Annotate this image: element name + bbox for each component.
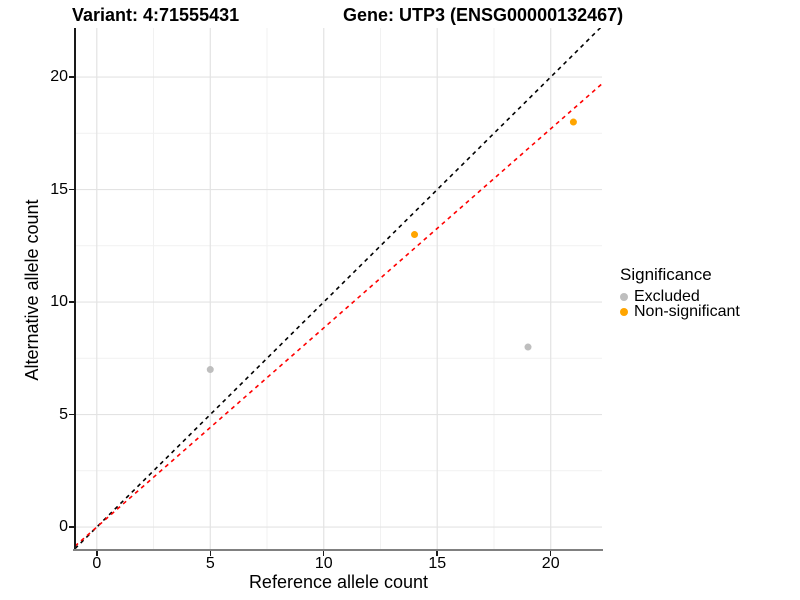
- x-tick-mark: [549, 551, 552, 556]
- data-point-non-significant: [569, 118, 577, 126]
- y-tick-label: 15: [50, 180, 68, 198]
- legend: Significance Excluded Non-significant: [620, 265, 740, 320]
- x-tick-mark: [209, 551, 212, 556]
- x-tick-mark: [96, 551, 98, 556]
- y-tick-label: 10: [50, 293, 68, 311]
- variant-title: Variant: 4:71555431: [72, 5, 240, 25]
- x-tick-label: 0: [92, 555, 102, 572]
- y-tick-mark: [69, 76, 74, 78]
- y-tick-label: 5: [59, 405, 68, 423]
- y-tick-mark: [69, 188, 74, 191]
- x-tick-label: 20: [541, 555, 560, 572]
- fit-line: [75, 83, 602, 547]
- x-tick-label: 10: [314, 555, 333, 572]
- legend-dot-icon: [620, 307, 628, 316]
- x-tick-label: 15: [428, 555, 447, 572]
- legend-item-label: Non-significant: [634, 303, 740, 320]
- gene-title: Gene: UTP3 (ENSG00000132467): [343, 5, 624, 25]
- data-point-non-significant: [411, 231, 419, 239]
- y-axis-line: [74, 28, 76, 551]
- x-axis-title: Reference allele count: [248, 572, 429, 592]
- y-axis-title: Alternative allele count: [22, 199, 42, 381]
- data-point-excluded: [524, 343, 532, 351]
- y-tick-mark: [69, 301, 74, 303]
- x-tick-label: 5: [205, 555, 215, 572]
- y-tick-label: 0: [59, 518, 68, 536]
- y-tick-label: 20: [50, 68, 68, 86]
- y-tick-mark: [69, 526, 74, 528]
- data-point-excluded: [206, 366, 214, 374]
- legend-item: Excluded: [620, 288, 740, 305]
- y-tick-mark: [69, 413, 74, 416]
- legend-item-label: Excluded: [634, 288, 700, 305]
- x-tick-mark: [322, 551, 325, 556]
- plot-panel: [75, 28, 602, 550]
- identity-line: [75, 28, 602, 550]
- legend-item: Non-significant: [620, 303, 740, 320]
- legend-title: Significance: [620, 265, 712, 284]
- legend-dot-icon: [620, 292, 628, 301]
- x-axis-line: [73, 549, 603, 551]
- x-tick-mark: [436, 551, 438, 556]
